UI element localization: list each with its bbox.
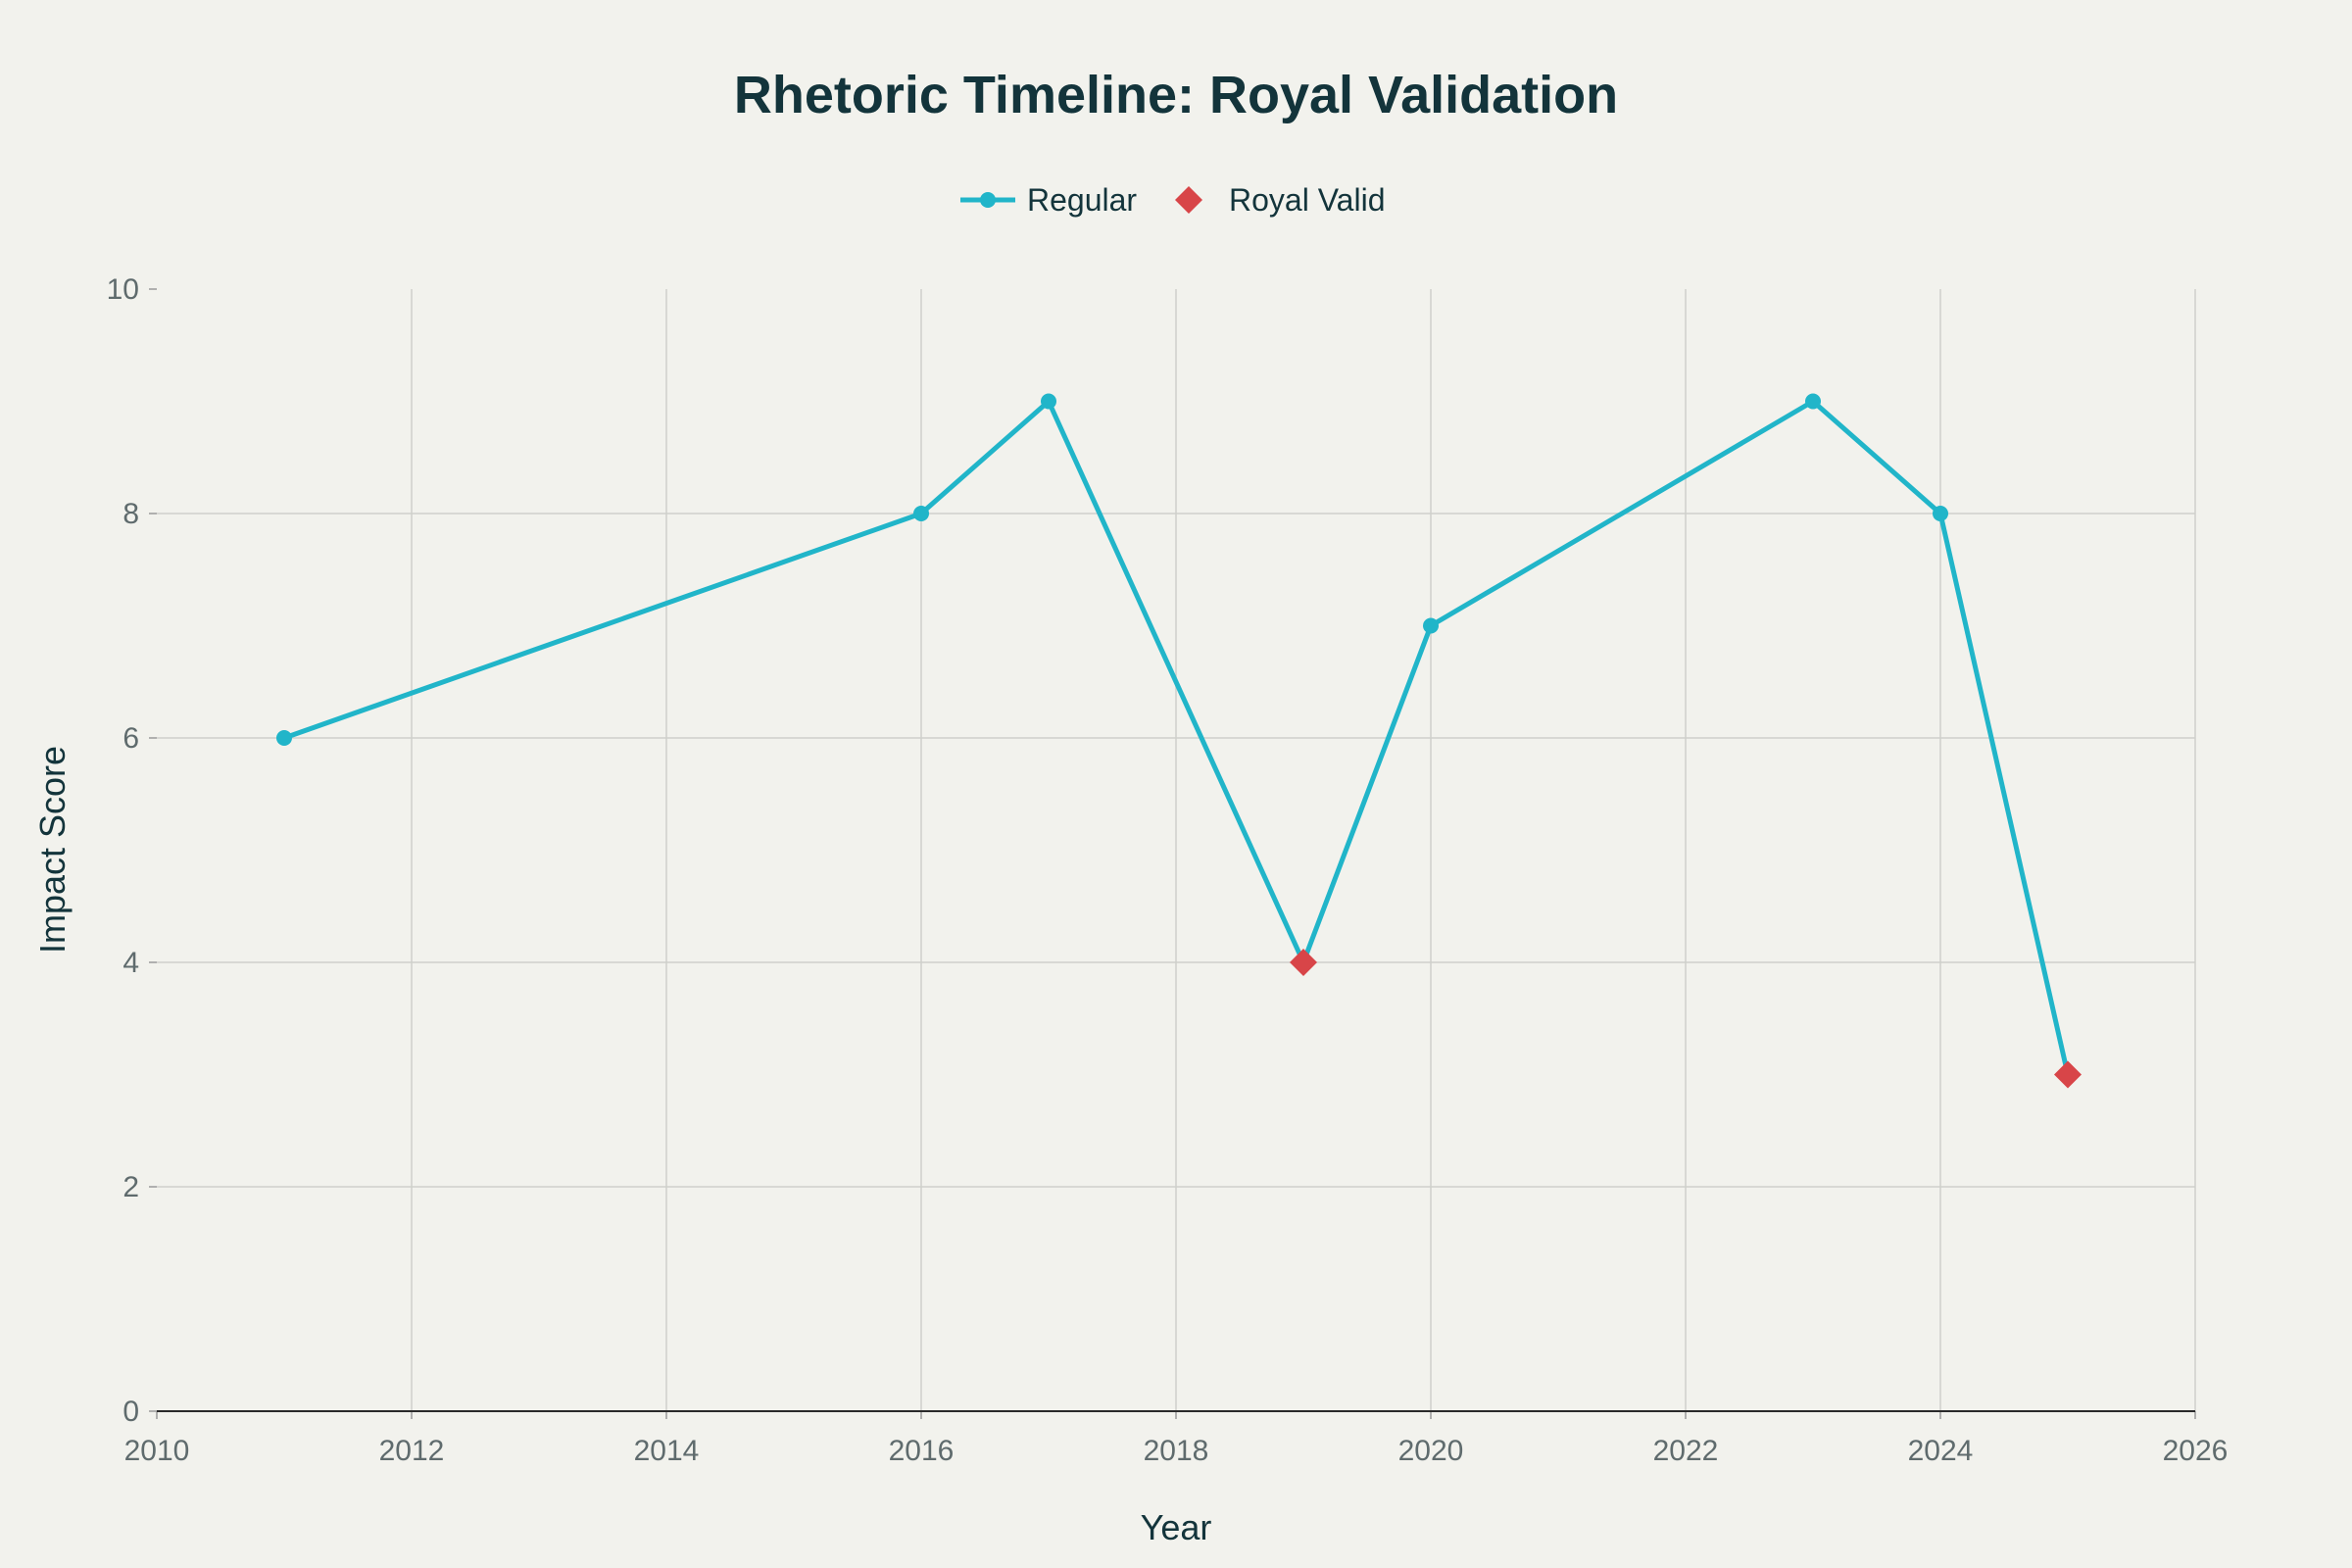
y-tick-label: 8 — [122, 498, 139, 530]
marker-royal-valid-point — [2054, 1060, 2082, 1089]
x-tick-label: 2020 — [1398, 1435, 1464, 1467]
x-tick-label: 2014 — [634, 1435, 700, 1467]
series-line-regular — [281, 399, 2071, 1077]
marker-regular-point — [1933, 506, 1948, 521]
x-tick-label: 2010 — [124, 1435, 190, 1467]
legend-label-royal-valid: Royal Valid — [1229, 182, 1385, 218]
marker-regular-point — [1805, 393, 1821, 410]
y-tick-label: 2 — [122, 1171, 139, 1203]
chart-title: Rhetoric Timeline: Royal Validation — [734, 66, 1618, 124]
axes: 2010 2012 2014 2016 2018 2020 2022 2024 2026 0 2 4 6… — [107, 273, 2229, 1467]
x-tick-label: 2018 — [1144, 1435, 1209, 1467]
x-tick-label: 2016 — [889, 1435, 955, 1467]
legend-label-regular: Regular — [1027, 182, 1137, 218]
grid — [157, 289, 2196, 1411]
marker-regular-point — [1041, 393, 1056, 410]
x-tick-label: 2022 — [1653, 1435, 1719, 1467]
marker-royal-valid-point — [1290, 949, 1317, 976]
y-tick-label: 6 — [122, 722, 139, 755]
plot-area — [276, 393, 2082, 1089]
x-tick-label: 2012 — [379, 1435, 445, 1467]
marker-regular-point — [1423, 617, 1439, 634]
y-axis-title: Impact Score — [32, 746, 73, 954]
y-tick-label: 0 — [122, 1396, 139, 1428]
y-tick-label: 4 — [122, 947, 139, 979]
x-axis-title: Year — [1141, 1507, 1212, 1547]
x-tick-label: 2026 — [2163, 1435, 2229, 1467]
legend: Regular Royal Valid — [960, 182, 1385, 218]
marker-regular-point — [276, 730, 292, 746]
legend-marker-royal-valid — [1175, 186, 1202, 214]
y-tick-label: 10 — [107, 273, 139, 306]
legend-marker-regular — [980, 192, 996, 208]
marker-regular-point — [913, 506, 929, 521]
x-tick-label: 2024 — [1908, 1435, 1974, 1467]
